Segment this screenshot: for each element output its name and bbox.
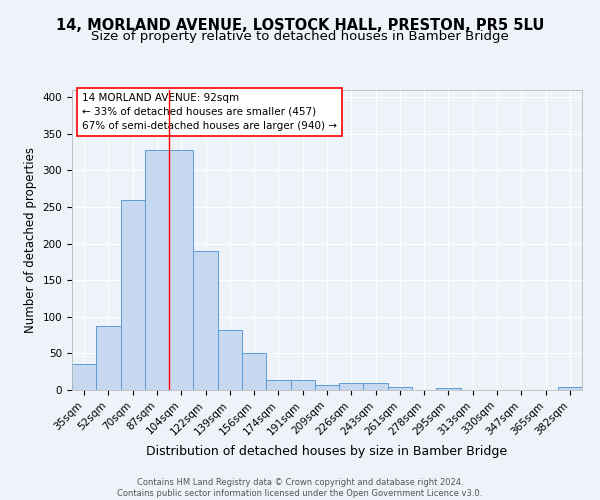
Bar bbox=[339, 384, 364, 390]
Bar bbox=[145, 150, 169, 390]
Bar bbox=[266, 380, 290, 390]
Y-axis label: Number of detached properties: Number of detached properties bbox=[24, 147, 37, 333]
Bar bbox=[388, 387, 412, 390]
Bar bbox=[315, 385, 339, 390]
Bar bbox=[96, 326, 121, 390]
Bar bbox=[436, 388, 461, 390]
Bar bbox=[72, 364, 96, 390]
Bar bbox=[364, 384, 388, 390]
Bar bbox=[558, 387, 582, 390]
Bar bbox=[169, 150, 193, 390]
Bar bbox=[193, 251, 218, 390]
Text: 14, MORLAND AVENUE, LOSTOCK HALL, PRESTON, PR5 5LU: 14, MORLAND AVENUE, LOSTOCK HALL, PRESTO… bbox=[56, 18, 544, 32]
Bar bbox=[242, 352, 266, 390]
Text: 14 MORLAND AVENUE: 92sqm
← 33% of detached houses are smaller (457)
67% of semi-: 14 MORLAND AVENUE: 92sqm ← 33% of detach… bbox=[82, 93, 337, 131]
X-axis label: Distribution of detached houses by size in Bamber Bridge: Distribution of detached houses by size … bbox=[146, 445, 508, 458]
Text: Contains HM Land Registry data © Crown copyright and database right 2024.
Contai: Contains HM Land Registry data © Crown c… bbox=[118, 478, 482, 498]
Bar bbox=[121, 200, 145, 390]
Bar bbox=[218, 330, 242, 390]
Bar bbox=[290, 380, 315, 390]
Text: Size of property relative to detached houses in Bamber Bridge: Size of property relative to detached ho… bbox=[91, 30, 509, 43]
